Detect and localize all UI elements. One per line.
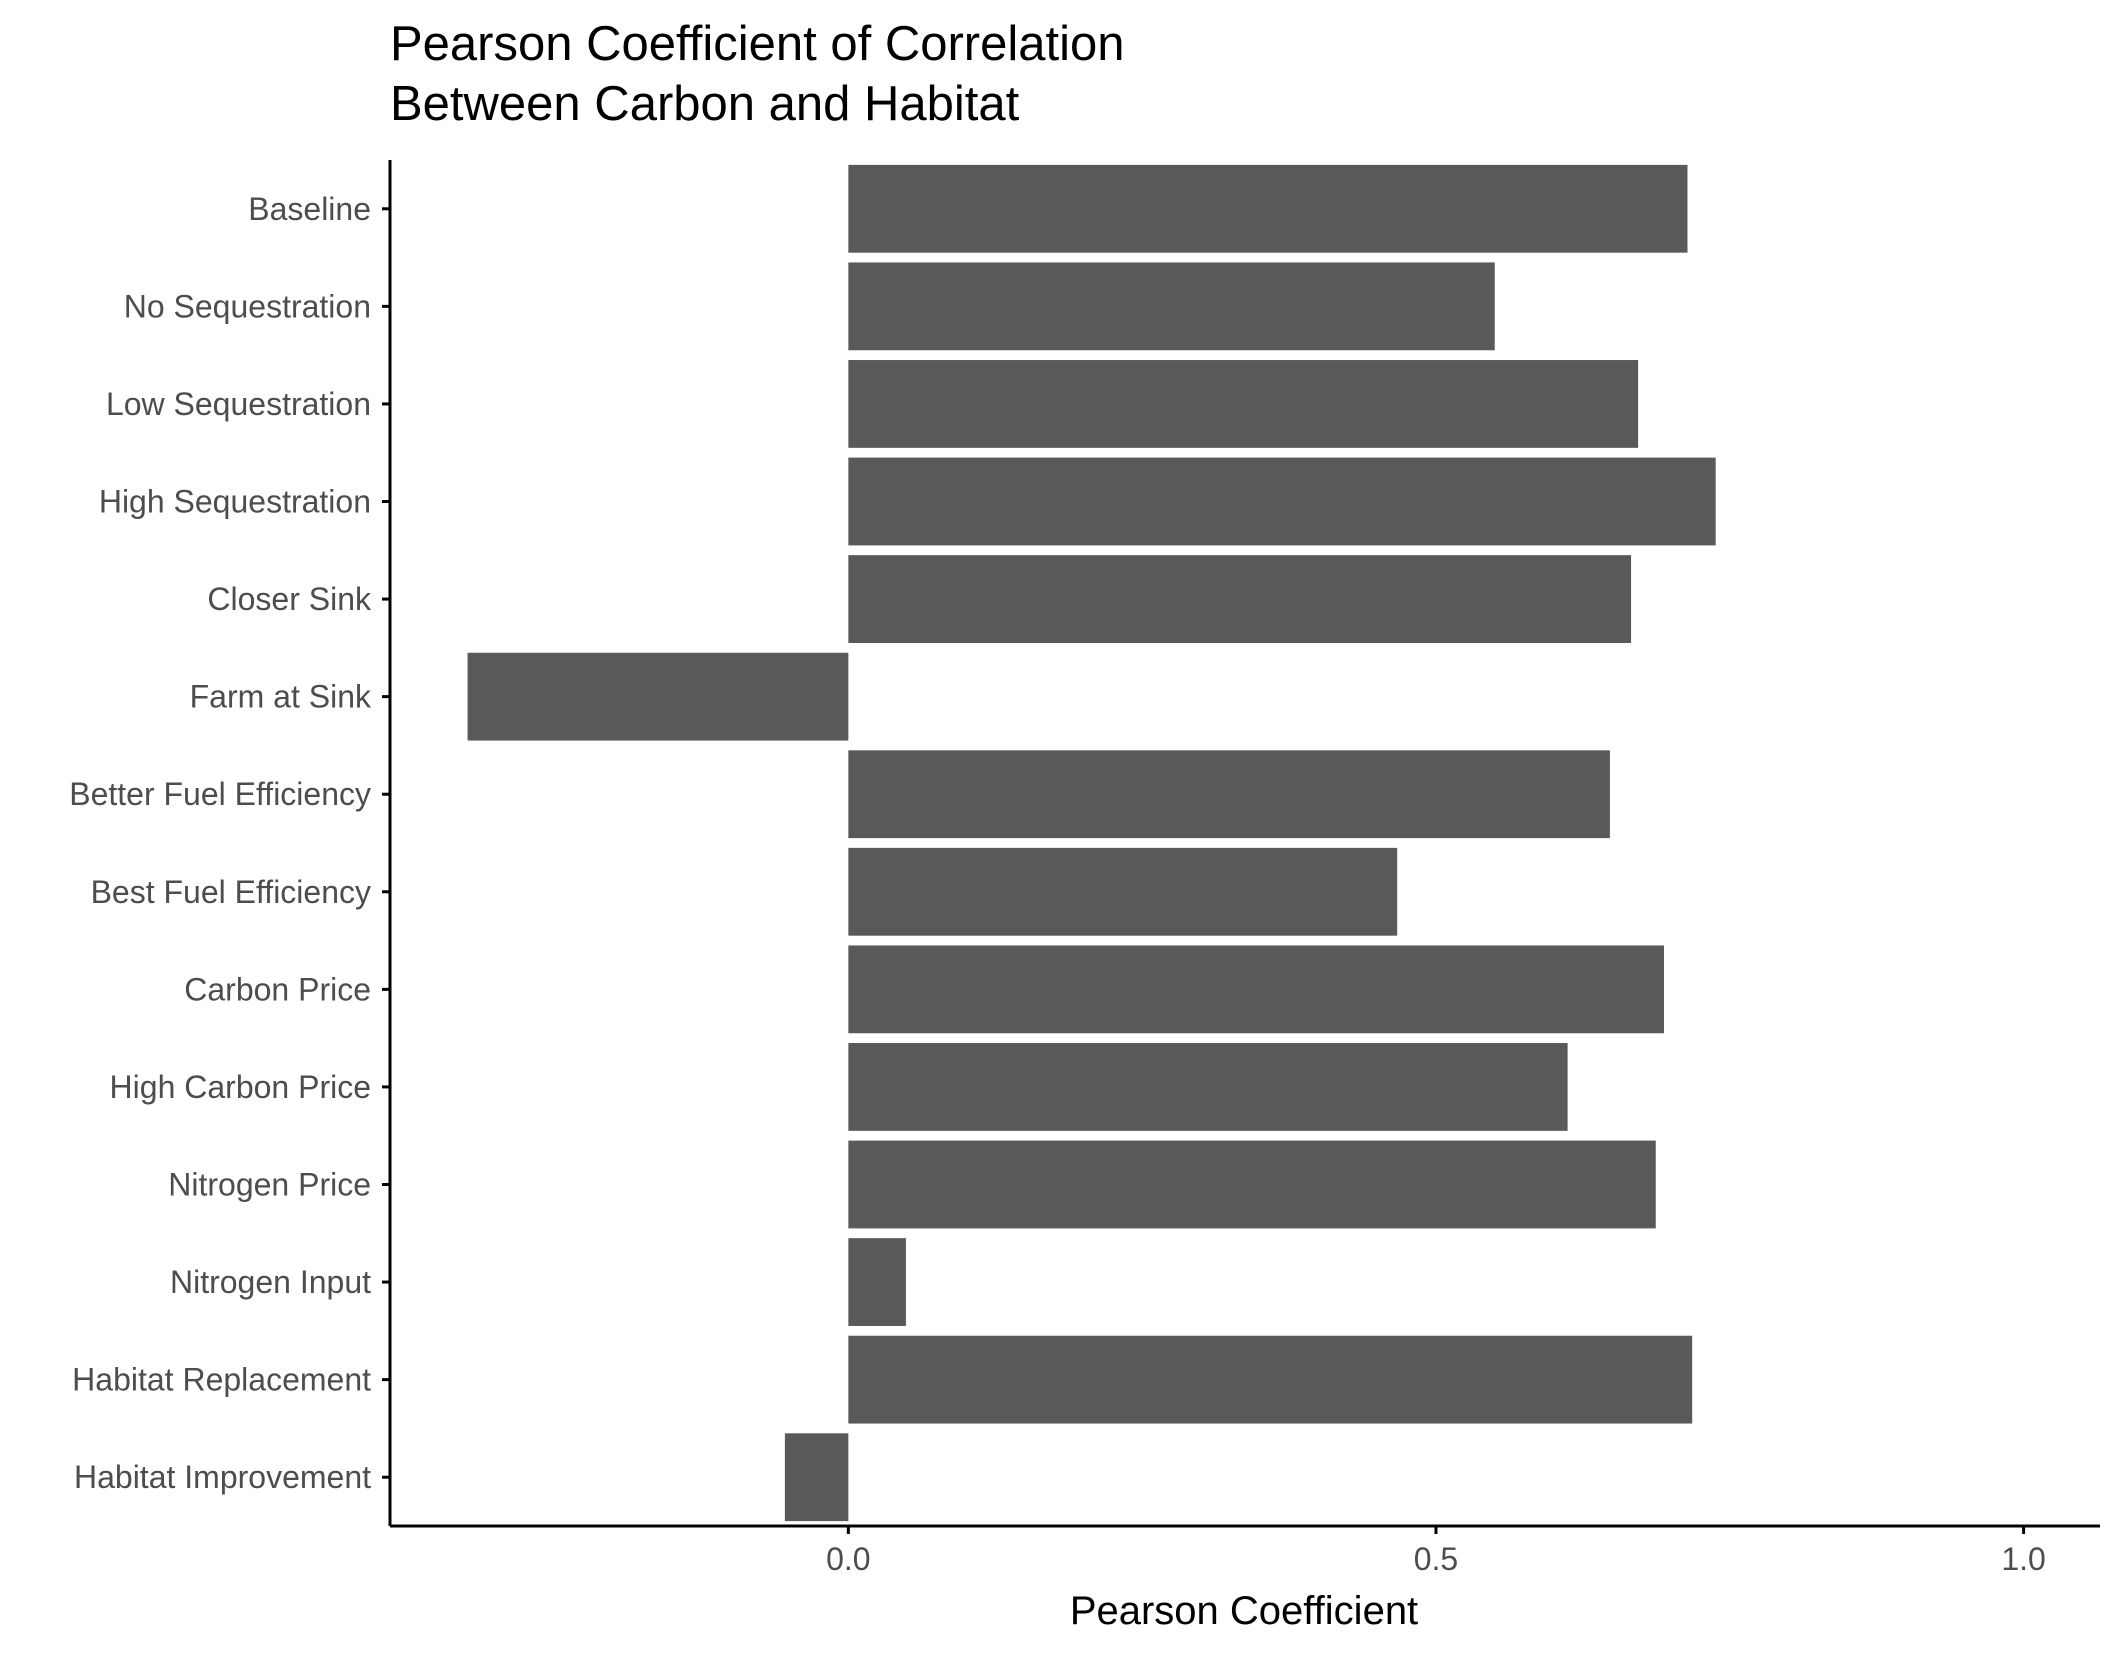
y-tick-label: Best Fuel Efficiency — [91, 874, 371, 910]
y-tick-label: Low Sequestration — [106, 386, 371, 422]
bar — [848, 1335, 1693, 1424]
bar — [784, 1433, 849, 1522]
bar — [848, 1140, 1656, 1229]
bar — [848, 750, 1610, 839]
x-tick-label: 0.0 — [826, 1541, 870, 1577]
y-axis: Baseline No Sequestration Low Sequestratio… — [69, 160, 392, 1526]
bars-layer — [467, 164, 1716, 1522]
x-tick-label: 1.0 — [2001, 1541, 2045, 1577]
y-tick-label: High Sequestration — [99, 484, 371, 520]
bar — [848, 457, 1716, 546]
bar — [848, 555, 1632, 643]
y-tick-label: High Carbon Price — [110, 1069, 371, 1105]
bar — [848, 164, 1688, 253]
y-tick-label: Habitat Improvement — [74, 1459, 371, 1495]
x-tick-label: 0.5 — [1414, 1541, 1458, 1577]
x-axis-title: Pearson Coefficient — [1070, 1589, 1418, 1633]
bar — [848, 1238, 906, 1326]
chart-title-line-2: Between Carbon and Habitat — [390, 77, 1020, 131]
bar — [848, 847, 1398, 936]
y-tick-label: Baseline — [248, 191, 371, 227]
bar — [848, 262, 1495, 351]
x-axis: 0.0 0.5 1.0 — [390, 1524, 2100, 1577]
y-tick-label: Closer Sink — [207, 581, 372, 617]
bar — [467, 652, 849, 741]
y-tick-label: Nitrogen Price — [168, 1167, 371, 1203]
chart-title-line-1: Pearson Coefficient of Correlation — [390, 17, 1125, 71]
y-tick-label: Carbon Price — [184, 971, 371, 1007]
bar — [848, 945, 1664, 1034]
bar — [848, 1043, 1568, 1131]
y-tick-label: Farm at Sink — [190, 679, 372, 715]
bar — [848, 360, 1639, 448]
y-tick-label: Nitrogen Input — [170, 1264, 371, 1300]
y-tick-label: Better Fuel Efficiency — [69, 776, 371, 812]
y-tick-label: Habitat Replacement — [72, 1362, 371, 1398]
y-tick-label: No Sequestration — [124, 288, 371, 324]
